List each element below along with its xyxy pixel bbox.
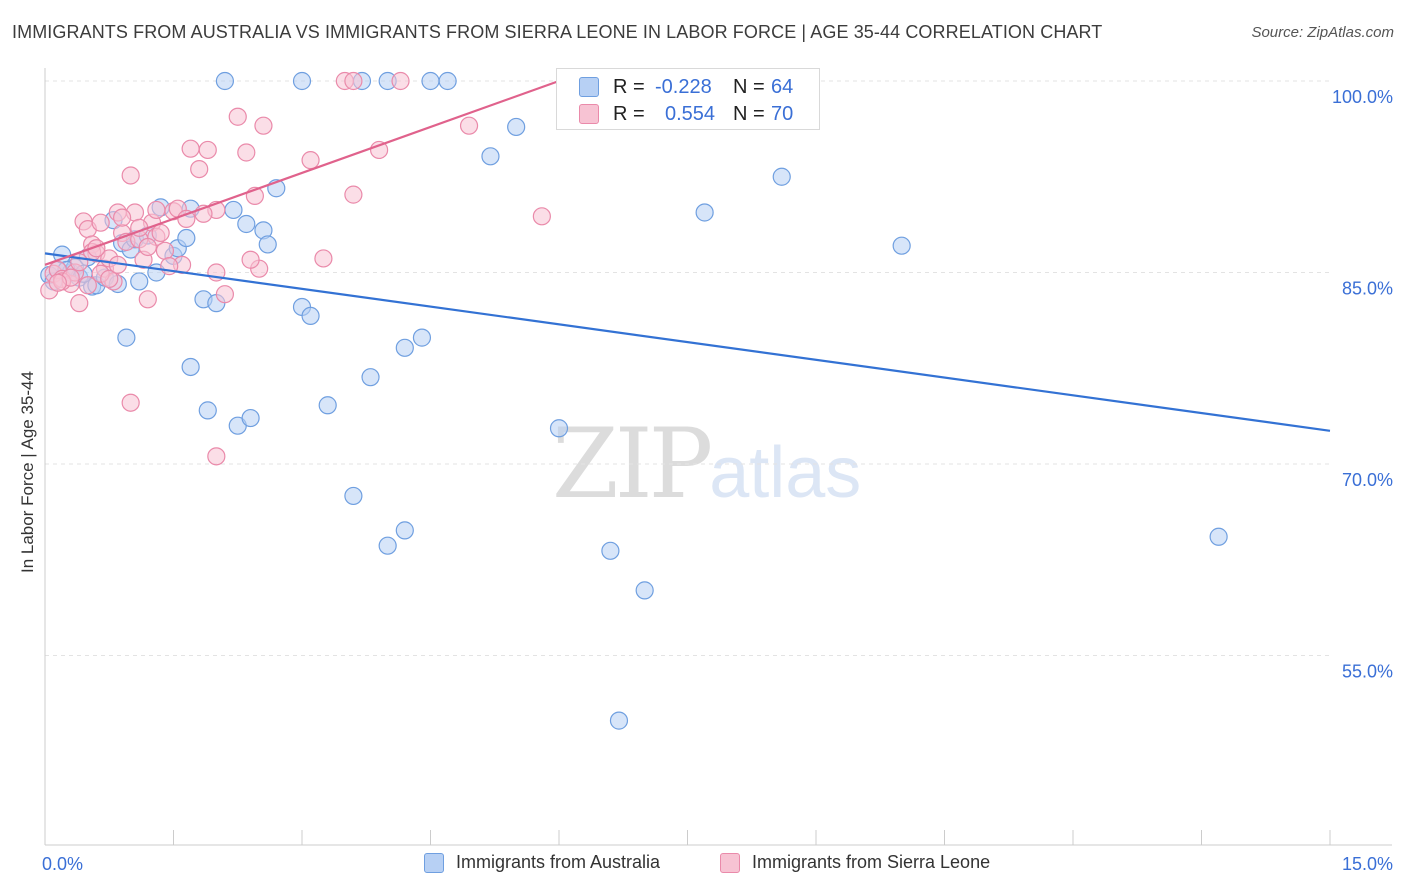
australia-point [395,338,414,357]
sierra-leone-point [237,143,256,162]
australia-point [892,236,911,255]
sierra-leone-point [100,269,119,288]
australia-point [695,203,714,222]
y-tick-label: 70.0% [1342,470,1393,490]
chart-title: IMMIGRANTS FROM AUSTRALIA VS IMMIGRANTS … [12,22,1103,42]
y-axis-label: In Labor Force | Age 35-44 [18,371,37,573]
australia-point [198,401,217,420]
australia-point [772,167,791,186]
australia-trend-line [44,252,1331,432]
australia-point [412,328,432,347]
sierra-leone-point [155,241,175,260]
sierra-leone-point [344,71,363,91]
australia-point [421,71,440,91]
australia-n-value: 64 [771,76,794,98]
correlation-legend: R = -0.228 N = 64 R = 0.554 N = 70 [556,68,820,130]
australia-point [438,71,457,91]
sierra-leone-point [228,107,247,126]
y-tick-label: 85.0% [1342,279,1393,299]
source-label: Source: ZipAtlas.com [1251,24,1394,41]
australia-point [344,486,363,506]
x-tick-label: 15.0% [1342,854,1393,874]
australia-points [40,71,1228,730]
sierra-leone-point [198,140,217,160]
sierra-leone-point [151,223,170,243]
sierra-leone-point [177,209,196,228]
australia-point [301,306,320,326]
sierra-leone-point [121,166,140,185]
sierra-leone-point [70,294,89,313]
australia-point [177,228,196,248]
trend-lines [44,79,1331,432]
sierra-leone-point [215,285,234,304]
australia-point [224,200,243,220]
sierra-leone-point [48,273,67,292]
sierra-leone-r-value: 0.554 [665,103,716,125]
sierra-leone-point [138,237,157,257]
sierra-leone-point [254,116,273,135]
australia-point [130,272,149,291]
australia-point [395,521,414,540]
australia-point [258,235,277,254]
australia-swatch [579,77,599,97]
y-tick-label: 55.0% [1342,662,1393,682]
x-tick-label: 0.0% [42,854,83,874]
sierra-leone-point [78,276,97,295]
australia-point [117,328,136,347]
australia-point [549,419,569,438]
australia-point [1209,527,1228,546]
sierra-leone-point [190,159,209,179]
legend-label-australia: Immigrants from Australia [456,852,661,872]
sierra-leone-point [344,185,363,204]
sierra-leone-swatch [579,104,599,124]
australia-point [609,711,629,730]
australia-r-value: -0.228 [655,76,712,98]
australia-point [378,536,397,555]
australia-point [237,214,256,234]
sierra-leone-point [112,208,132,227]
sierra-leone-point [138,290,157,309]
sierra-leone-point [181,139,200,158]
sierra-leone-trend-line [44,79,560,266]
australia-swatch [424,853,444,873]
australia-point [241,408,260,428]
sierra-leone-point [147,200,166,220]
sierra-leone-point [121,393,140,412]
r-label: R = [613,76,645,98]
n-label: N = [733,103,765,125]
y-tick-label: 100.0% [1332,87,1393,107]
r-label: R = [613,103,645,125]
tick-labels: 55.0% 70.0% 85.0% 100.0% 0.0% 15.0% [42,87,1393,874]
australia-point [481,147,500,166]
sierra-leone-n-value: 70 [771,103,794,125]
australia-point [601,541,620,560]
australia-point [507,117,526,137]
sierra-leone-point [370,140,389,160]
australia-point [292,71,312,91]
australia-point [181,357,200,377]
sierra-leone-point [207,447,226,466]
sierra-leone-point [459,116,479,135]
australia-point [635,581,654,600]
sierra-leone-swatch [720,853,740,873]
sierra-leone-point [301,151,320,170]
sierra-leone-point [241,250,260,269]
sierra-leone-points [40,71,551,466]
n-label: N = [733,76,765,98]
legend-label-sierra-leone: Immigrants from Sierra Leone [752,852,991,872]
sierra-leone-point [314,249,333,268]
australia-point [215,71,234,91]
grid-lines [45,80,1330,656]
axes [44,68,1392,846]
sierra-leone-point [91,213,110,232]
sierra-leone-point [391,71,410,91]
sierra-leone-point [532,207,551,226]
australia-point [318,396,337,415]
australia-point [361,368,380,387]
